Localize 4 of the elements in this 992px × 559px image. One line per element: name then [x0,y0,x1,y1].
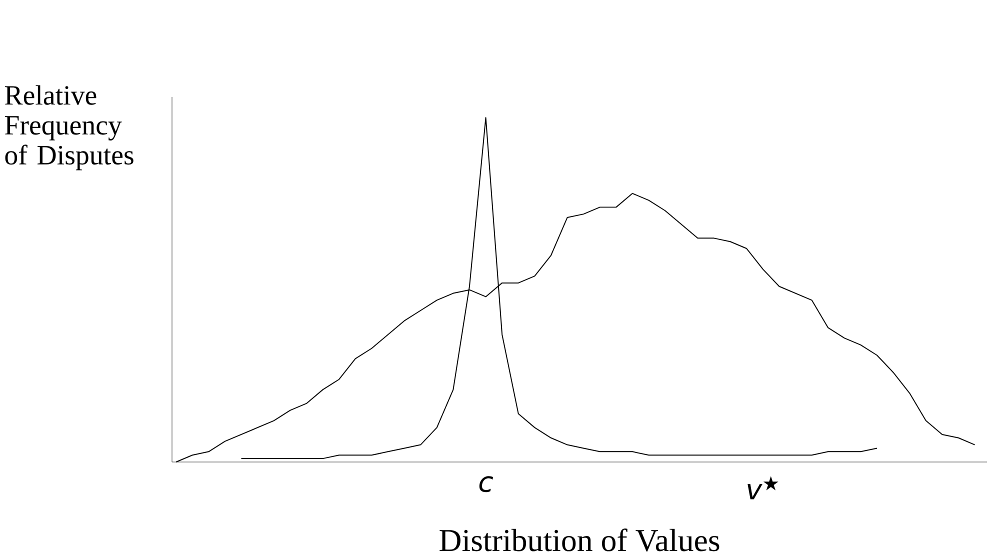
y-axis-title: Relative Frequency of Disputes [4,85,134,170]
x-axis-title: Distribution of Values [440,528,720,552]
x-tick-label: c [479,476,494,492]
x-tick-label: v$^{★}$ [748,476,778,500]
